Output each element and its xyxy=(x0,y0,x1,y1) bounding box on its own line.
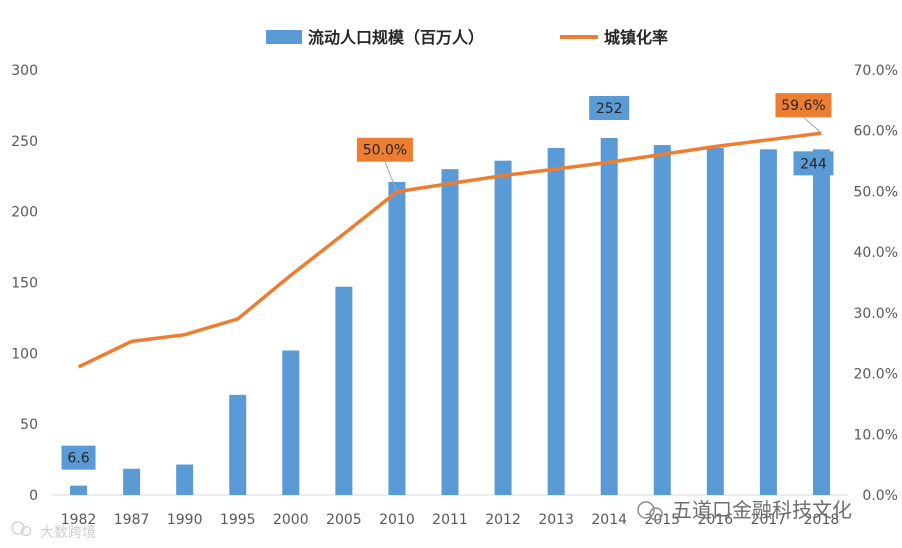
data-label-leader xyxy=(384,161,398,192)
y-right-tick-label: 50.0% xyxy=(854,184,898,200)
x-tick-label: 2011 xyxy=(432,512,468,528)
wechat-icon xyxy=(11,521,32,537)
data-label: 59.6% xyxy=(781,98,825,114)
legend: 流动人口规模（百万人） 城镇化率 xyxy=(266,28,668,47)
x-tick-label: 2013 xyxy=(538,512,574,528)
x-axis: 1982 1987 1990 1995 2000 2005 2010 2011 2012 2013… xyxy=(61,512,840,528)
legend-bar-swatch xyxy=(266,30,302,44)
bar-1990 xyxy=(176,464,194,495)
x-tick-label: 2010 xyxy=(379,512,415,528)
bar-2012 xyxy=(494,160,512,495)
data-label-box xyxy=(775,93,832,118)
y-right-tick-label: 30.0% xyxy=(854,306,898,322)
y-left-tick-label: 250 xyxy=(11,134,38,150)
y-axis-right: 0.0% 10.0% 20.0% 30.0% 40.0% 50.0% 60.0% 70.0% xyxy=(854,63,898,504)
x-tick-label: 2018 xyxy=(804,512,840,528)
bar-2014 xyxy=(600,138,618,495)
data-label-box xyxy=(61,445,96,470)
y-left-tick-label: 100 xyxy=(11,346,38,362)
y-right-tick-label: 70.0% xyxy=(854,63,898,79)
y-right-tick-label: 40.0% xyxy=(854,245,898,261)
y-right-tick-label: 10.0% xyxy=(854,427,898,443)
data-label: 244 xyxy=(800,156,827,172)
x-tick-label: 1982 xyxy=(61,512,97,528)
x-tick-label: 2016 xyxy=(698,512,734,528)
x-tick-label: 2000 xyxy=(273,512,309,528)
data-labels: 6.6 252 244 50.0% 59.6% xyxy=(61,93,834,470)
data-label: 50.0% xyxy=(363,143,407,159)
bar-series xyxy=(70,138,830,496)
x-tick-label: 2015 xyxy=(644,512,680,528)
data-label-leader xyxy=(803,116,822,134)
x-tick-label: 1987 xyxy=(114,512,150,528)
y-right-tick-label: 20.0% xyxy=(854,367,898,383)
watermark-left-text: 大数跨境 xyxy=(40,525,96,541)
bar-2015 xyxy=(653,145,671,496)
data-label-box xyxy=(356,137,413,162)
bar-2016 xyxy=(706,147,724,495)
watermark-left: 大数跨境 xyxy=(11,521,96,541)
watermark-right: 五道口金融科技文化 xyxy=(637,498,852,522)
watermark-right-text: 五道口金融科技文化 xyxy=(672,498,852,522)
y-axis-left: 0 50 100 150 200 250 300 xyxy=(11,63,38,504)
x-tick-label: 1995 xyxy=(220,512,256,528)
x-tick-label: 2005 xyxy=(326,512,362,528)
data-label-box xyxy=(589,96,630,120)
bar-1982 xyxy=(70,485,88,495)
bar-2018 xyxy=(812,149,830,496)
y-left-tick-label: 200 xyxy=(11,205,38,221)
legend-line-label: 城镇化率 xyxy=(604,28,668,47)
x-tick-label: 2012 xyxy=(485,512,521,528)
x-tick-label: 2014 xyxy=(591,512,627,528)
bar-2000 xyxy=(282,350,300,495)
bar-2017 xyxy=(759,149,777,496)
y-left-tick-label: 300 xyxy=(11,63,38,79)
bar-1987 xyxy=(123,468,141,495)
legend-bar-label: 流动人口规模（百万人） xyxy=(308,28,484,47)
y-left-tick-label: 0 xyxy=(29,488,38,504)
x-tick-label: 2017 xyxy=(751,512,787,528)
wechat-icon xyxy=(637,501,663,521)
y-left-tick-label: 50 xyxy=(20,417,38,433)
y-right-tick-label: 60.0% xyxy=(854,124,898,140)
y-left-tick-label: 150 xyxy=(11,276,38,292)
bar-2010 xyxy=(388,181,406,495)
y-right-tick-label: 0.0% xyxy=(862,488,898,504)
data-label-box xyxy=(793,151,834,176)
bar-1995 xyxy=(229,394,247,495)
bar-2013 xyxy=(547,147,565,495)
bar-2011 xyxy=(441,169,459,495)
data-label: 252 xyxy=(596,101,623,117)
bar-2005 xyxy=(335,286,353,495)
data-label: 6.6 xyxy=(67,451,89,467)
x-tick-label: 1990 xyxy=(167,512,203,528)
